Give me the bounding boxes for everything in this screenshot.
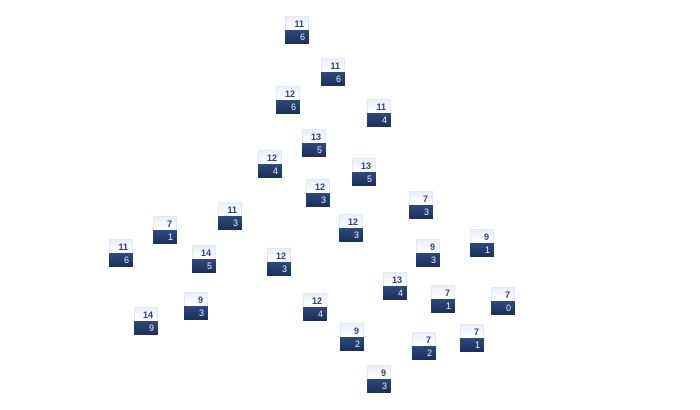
node-bottom-value: 2 — [412, 346, 436, 360]
node-top-value: 11 — [321, 58, 345, 72]
node-top-value: 11 — [109, 239, 133, 253]
node-bottom-value: 5 — [192, 259, 216, 273]
node-top-value: 7 — [460, 324, 484, 338]
node-top-value: 13 — [383, 272, 407, 286]
node[interactable]: 14 9 — [134, 307, 158, 335]
node-bottom-value: 4 — [367, 113, 391, 127]
node[interactable]: 11 6 — [109, 239, 133, 267]
node[interactable]: 12 4 — [258, 150, 282, 178]
node-bottom-value: 5 — [352, 172, 376, 186]
node-top-value: 7 — [409, 191, 433, 205]
node[interactable]: 13 5 — [302, 129, 326, 157]
node[interactable]: 12 3 — [339, 214, 363, 242]
node-top-value: 12 — [276, 86, 300, 100]
node-bottom-value: 4 — [383, 286, 407, 300]
node-top-value: 9 — [416, 239, 440, 253]
node-top-value: 12 — [258, 150, 282, 164]
node-top-value: 12 — [267, 248, 291, 262]
node[interactable]: 12 4 — [303, 293, 327, 321]
node[interactable]: 12 6 — [276, 86, 300, 114]
node-top-value: 7 — [153, 216, 177, 230]
node-top-value: 7 — [431, 285, 455, 299]
node-top-value: 9 — [470, 229, 494, 243]
node-bottom-value: 1 — [460, 338, 484, 352]
node-top-value: 13 — [302, 129, 326, 143]
node[interactable]: 11 3 — [218, 202, 242, 230]
node-top-value: 14 — [192, 245, 216, 259]
node-bottom-value: 6 — [321, 72, 345, 86]
node-top-value: 9 — [367, 365, 391, 379]
node[interactable]: 11 6 — [321, 58, 345, 86]
node-bottom-value: 3 — [416, 253, 440, 267]
node-bottom-value: 3 — [339, 228, 363, 242]
node-bottom-value: 1 — [431, 299, 455, 313]
node-bottom-value: 3 — [409, 205, 433, 219]
node-bottom-value: 1 — [153, 230, 177, 244]
node-bottom-value: 6 — [276, 100, 300, 114]
node-bottom-value: 5 — [302, 143, 326, 157]
node-bottom-value: 3 — [306, 193, 330, 207]
node-bottom-value: 3 — [367, 379, 391, 393]
node-bottom-value: 4 — [258, 164, 282, 178]
node-bottom-value: 2 — [340, 337, 364, 351]
node[interactable]: 13 4 — [383, 272, 407, 300]
node-bottom-value: 0 — [491, 301, 515, 315]
node-bottom-value: 1 — [470, 243, 494, 257]
node-top-value: 7 — [491, 287, 515, 301]
node[interactable]: 13 5 — [352, 158, 376, 186]
node-top-value: 12 — [303, 293, 327, 307]
node-bottom-value: 4 — [303, 307, 327, 321]
node-top-value: 11 — [285, 16, 309, 30]
node-top-value: 14 — [134, 307, 158, 321]
node-top-value: 9 — [184, 292, 208, 306]
node-bottom-value: 3 — [218, 216, 242, 230]
node-top-value: 12 — [306, 179, 330, 193]
node-top-value: 13 — [352, 158, 376, 172]
node-top-value: 11 — [367, 99, 391, 113]
node-top-value: 12 — [339, 214, 363, 228]
node-bottom-value: 3 — [267, 262, 291, 276]
node[interactable]: 12 3 — [267, 248, 291, 276]
node-bottom-value: 3 — [184, 306, 208, 320]
node[interactable]: 11 4 — [367, 99, 391, 127]
node-top-value: 7 — [412, 332, 436, 346]
node[interactable]: 11 6 — [285, 16, 309, 44]
node-bottom-value: 9 — [134, 321, 158, 335]
node-top-value: 9 — [340, 323, 364, 337]
node[interactable]: 12 3 — [306, 179, 330, 207]
node[interactable]: 14 5 — [192, 245, 216, 273]
node-top-value: 11 — [218, 202, 242, 216]
node-bottom-value: 6 — [109, 253, 133, 267]
node-bottom-value: 6 — [285, 30, 309, 44]
